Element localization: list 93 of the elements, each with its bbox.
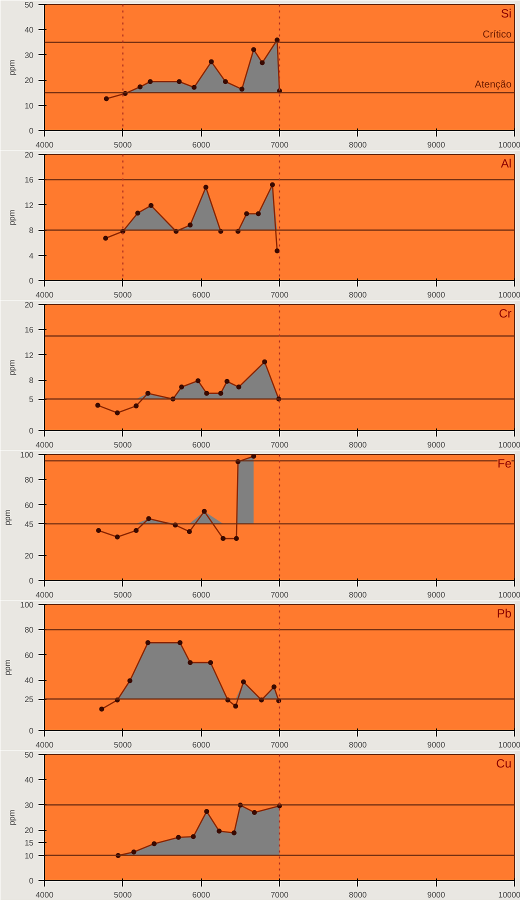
- x-tick-label: 6000: [192, 440, 211, 450]
- x-tick-label: 6000: [192, 140, 211, 150]
- x-tick-label: 8000: [348, 590, 368, 600]
- chart-title: Si: [500, 6, 512, 20]
- y-tick-label: 16: [24, 176, 34, 185]
- y-tick-label: 4: [29, 251, 34, 260]
- chart-title: Fe: [497, 456, 512, 470]
- x-tick-label: 5000: [114, 440, 132, 450]
- y-tick-label: 0: [29, 726, 34, 736]
- y-tick-label: 80: [24, 476, 34, 485]
- chart-title: Cu: [496, 756, 512, 770]
- y-tick-label: 0: [29, 126, 34, 136]
- x-tick-label: 5000: [114, 740, 132, 750]
- y-tick-label: 20: [24, 76, 34, 86]
- x-tick-label: 10000: [498, 740, 520, 750]
- x-tick-label: 10000: [498, 440, 520, 450]
- y-tick-label: 20: [24, 300, 34, 310]
- y-tick-label: 100: [20, 450, 34, 460]
- y-axis-title: ppm: [8, 809, 17, 826]
- y-tick-label: 100: [20, 600, 34, 610]
- y-tick-label: 15: [24, 838, 34, 848]
- y-tick-label: 20: [24, 551, 34, 560]
- x-tick-label: 6000: [192, 290, 211, 300]
- y-tick-label: 40: [24, 776, 34, 785]
- x-tick-label: 10000: [498, 590, 520, 600]
- y-tick-label: 10: [24, 101, 34, 110]
- y-tick-label: 8: [29, 376, 34, 386]
- chart-title: Cr: [498, 306, 512, 320]
- x-tick-label: 4000: [36, 740, 54, 750]
- y-tick-label: 60: [24, 650, 34, 660]
- y-axis-title: ppm: [8, 59, 17, 76]
- x-tick-label: 4000: [36, 590, 54, 600]
- x-tick-label: 4000: [36, 140, 54, 150]
- x-tick-label: 5000: [114, 140, 132, 150]
- x-tick-label: 9000: [427, 140, 446, 150]
- y-tick-label: 10: [24, 851, 34, 860]
- y-tick-label: 50: [24, 750, 34, 760]
- y-tick-label: 20: [24, 826, 34, 836]
- y-tick-label: 0: [29, 276, 34, 286]
- y-tick-label: 12: [24, 200, 34, 210]
- x-tick-label: 4000: [36, 290, 54, 300]
- y-tick-label: 12: [24, 350, 34, 360]
- y-axis-title: ppm: [3, 659, 12, 676]
- x-tick-label: 10000: [498, 890, 520, 900]
- y-tick-label: 40: [24, 676, 34, 686]
- y-tick-label: 8: [29, 226, 34, 236]
- y-axis-title: ppm: [8, 359, 17, 376]
- x-tick-label: 7000: [270, 440, 289, 450]
- ref-line-label: Atenção: [474, 80, 512, 91]
- y-tick-label: 20: [24, 150, 34, 160]
- ref-line-label: Crítico: [482, 29, 512, 40]
- y-tick-label: 25: [24, 695, 34, 704]
- y-tick-label: 50: [24, 0, 34, 10]
- y-tick-label: 80: [24, 626, 34, 635]
- x-tick-label: 7000: [270, 140, 289, 150]
- y-tick-label: 30: [24, 800, 34, 810]
- x-tick-label: 6000: [192, 740, 211, 750]
- x-tick-label: 9000: [427, 890, 446, 900]
- x-tick-label: 7000: [270, 740, 289, 750]
- x-tick-label: 9000: [427, 290, 446, 300]
- x-tick-label: 5000: [114, 590, 132, 600]
- y-tick-label: 60: [24, 500, 34, 510]
- y-tick-label: 0: [29, 876, 34, 886]
- y-axis-title: ppm: [8, 209, 17, 226]
- x-tick-label: 9000: [427, 740, 446, 750]
- chart-title: Pb: [496, 606, 512, 620]
- y-tick-label: 5: [29, 395, 34, 404]
- y-tick-label: 40: [24, 26, 34, 35]
- y-tick-label: 0: [29, 576, 34, 586]
- y-tick-label: 30: [24, 50, 34, 60]
- x-tick-label: 8000: [348, 290, 368, 300]
- x-tick-label: 7000: [270, 590, 289, 600]
- x-tick-label: 8000: [348, 140, 368, 150]
- y-tick-label: 45: [24, 520, 34, 529]
- x-tick-label: 7000: [270, 890, 289, 900]
- x-tick-label: 5000: [114, 890, 132, 900]
- x-tick-label: 4000: [36, 890, 54, 900]
- y-tick-label: 0: [29, 426, 34, 436]
- x-tick-label: 6000: [192, 590, 211, 600]
- x-tick-label: 8000: [348, 440, 368, 450]
- x-tick-label: 4000: [36, 440, 54, 450]
- x-tick-label: 8000: [348, 740, 368, 750]
- y-tick-label: 16: [24, 326, 34, 335]
- x-tick-label: 6000: [192, 890, 211, 900]
- x-tick-label: 10000: [498, 290, 520, 300]
- x-tick-label: 5000: [114, 290, 132, 300]
- x-tick-label: 8000: [348, 890, 368, 900]
- x-tick-label: 7000: [270, 290, 289, 300]
- chart-title: Al: [500, 156, 512, 170]
- x-tick-label: 9000: [427, 590, 446, 600]
- x-tick-label: 10000: [498, 140, 520, 150]
- y-axis-title: ppm: [3, 509, 12, 526]
- x-tick-label: 9000: [427, 440, 446, 450]
